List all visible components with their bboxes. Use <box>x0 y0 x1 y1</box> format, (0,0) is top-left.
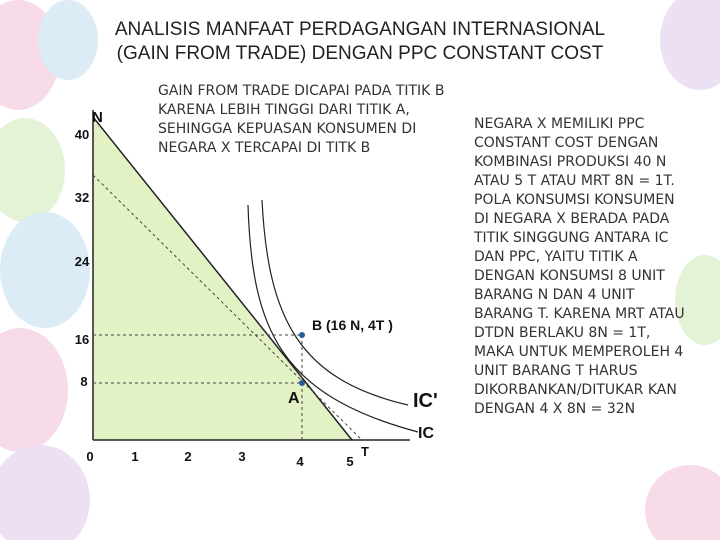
y-axis-label: N <box>92 109 103 126</box>
title-line-2: (GAIN FROM TRADE) DENGAN PPC CONSTANT CO… <box>116 43 604 64</box>
trade-line <box>92 174 363 441</box>
ppc-line <box>92 116 353 441</box>
point-b-label: B (16 N, 4T ) <box>312 317 393 333</box>
point-b-marker <box>299 332 305 338</box>
x-tick-4: 4 <box>296 454 304 469</box>
page-title: ANALISIS MANFAAT PERDAGANGAN INTERNASION… <box>60 18 660 66</box>
y-tick-32: 32 <box>75 190 89 205</box>
ic-label: IC <box>418 425 434 442</box>
x-tick-0: 0 <box>86 449 93 464</box>
y-tick-40: 40 <box>75 127 89 142</box>
x-tick-5: 5 <box>346 454 353 469</box>
ic-prime-label: IC' <box>413 390 438 412</box>
title-line-1: ANALISIS MANFAAT PERDAGANGAN INTERNASION… <box>114 19 606 40</box>
x-tick-3: 3 <box>238 449 245 464</box>
y-tick-8: 8 <box>80 374 87 389</box>
explanation-text: NEGARA X MEMILIKI PPC CONSTANT COST DENG… <box>474 116 685 417</box>
point-a-marker <box>299 380 305 386</box>
ic-curve <box>247 204 419 433</box>
x-tick-1: 1 <box>131 449 138 464</box>
x-axis-label: T <box>361 444 369 459</box>
point-a-label: A <box>288 390 300 407</box>
x-tick-2: 2 <box>184 449 191 464</box>
gain-from-trade-note: GAIN FROM TRADE DICAPAI PADA TITIK B KAR… <box>158 83 445 156</box>
ic-prime-curve <box>261 199 409 406</box>
y-tick-16: 16 <box>75 332 89 347</box>
y-tick-24: 24 <box>75 254 90 269</box>
